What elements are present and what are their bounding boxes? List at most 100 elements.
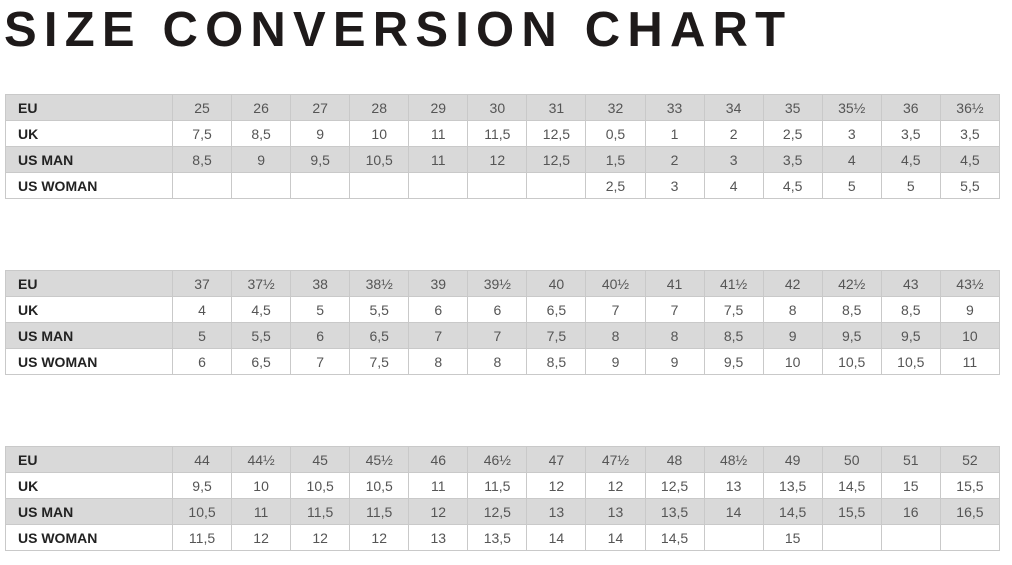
size-cell: 12 [526,472,587,499]
size-cell: 10 [349,120,410,147]
size-cell: 12,5 [644,472,705,499]
size-cell: 4 [821,146,882,173]
size-cell: 13 [408,524,469,551]
size-cell: 47 [526,446,587,473]
table-row-eu: EU 44 44½ 45 45½ 46 46½ 47 47½ 48 48½ 49 50 51 52 [5,446,1001,473]
size-cell: 46 [408,446,469,473]
size-cell: 7,5 [703,296,764,323]
size-cell: 3,5 [939,120,1001,147]
row-label: US WOMAN [5,524,173,551]
size-cell: 27 [290,94,351,121]
size-cell: 37½ [231,270,292,297]
size-cell: 10,5 [349,146,410,173]
size-cell: 50 [821,446,882,473]
size-cell: 3 [703,146,764,173]
size-cell: 11 [408,472,469,499]
size-cell: 38 [290,270,351,297]
size-cell: 44½ [231,446,292,473]
size-cell: 12,5 [467,498,528,525]
size-cell: 7,5 [171,120,233,147]
row-label: US WOMAN [5,348,173,375]
table-row-eu: EU 37 37½ 38 38½ 39 39½ 40 40½ 41 41½ 42 42½ 43 43½ [5,270,1001,297]
size-cell: 36 [880,94,941,121]
table-row-eu: EU 25 26 27 28 29 30 31 32 33 34 35 35½ 36 36½ [5,94,1001,121]
row-label: UK [5,120,173,147]
size-cell: 34 [703,94,764,121]
size-cell: 11,5 [349,498,410,525]
size-cell [408,172,469,199]
size-cell: 39 [408,270,469,297]
table-row-us-woman: US WOMAN 11,5 12 12 12 13 13,5 14 14 14,5 15 [5,524,1001,551]
size-cell: 45½ [349,446,410,473]
size-cell: 13 [526,498,587,525]
size-cell: 13 [703,472,764,499]
size-cell: 8,5 [171,146,233,173]
size-cell: 8,5 [526,348,587,375]
page-title: SIZE CONVERSION CHART [4,3,793,57]
size-cell: 52 [939,446,1001,473]
size-cell: 9,5 [290,146,351,173]
size-cell: 41 [644,270,705,297]
size-cell: 4,5 [231,296,292,323]
size-cell: 11 [939,348,1001,375]
size-cell: 35½ [821,94,882,121]
size-cell: 12 [585,472,646,499]
size-cell: 7 [644,296,705,323]
row-label: UK [5,296,173,323]
size-cell [526,172,587,199]
size-cell: 8 [467,348,528,375]
size-cell: 2 [644,146,705,173]
size-cell: 7 [585,296,646,323]
size-cell: 9,5 [171,472,233,499]
size-cell: 43 [880,270,941,297]
size-cell: 42½ [821,270,882,297]
size-cell: 9 [762,322,823,349]
size-cell: 3,5 [880,120,941,147]
size-cell: 11,5 [467,472,528,499]
size-table-3: EU 44 44½ 45 45½ 46 46½ 47 47½ 48 48½ 49 50 51 52 UK 9,5… [5,446,1001,551]
size-cell: 6,5 [231,348,292,375]
size-cell: 13,5 [467,524,528,551]
size-cell: 8,5 [821,296,882,323]
size-cell: 7 [467,322,528,349]
size-cell: 39½ [467,270,528,297]
size-cell: 4,5 [939,146,1001,173]
size-cell: 15,5 [939,472,1001,499]
size-cell: 4 [703,172,764,199]
size-cell: 1 [644,120,705,147]
size-cell: 14,5 [644,524,705,551]
size-cell [290,172,351,199]
size-cell: 14 [703,498,764,525]
size-cell: 9,5 [821,322,882,349]
size-cell: 41½ [703,270,764,297]
row-label: UK [5,472,173,499]
size-cell: 12 [349,524,410,551]
size-cell: 37 [171,270,233,297]
size-table-2: EU 37 37½ 38 38½ 39 39½ 40 40½ 41 41½ 42 42½ 43 43½ UK 4… [5,270,1001,375]
size-cell: 12 [231,524,292,551]
size-cell: 9 [290,120,351,147]
size-cell: 15 [880,472,941,499]
size-cell: 5,5 [349,296,410,323]
row-label: EU [5,446,173,473]
size-cell: 11 [231,498,292,525]
table-row-us-man: US MAN 5 5,5 6 6,5 7 7 7,5 8 8 8,5 9 9,5 9,5 10 [5,322,1001,349]
size-cell [231,172,292,199]
size-cell: 10 [762,348,823,375]
size-cell: 0,5 [585,120,646,147]
size-cell: 6 [171,348,233,375]
size-cell: 13,5 [762,472,823,499]
size-cell: 42 [762,270,823,297]
size-cell: 8,5 [703,322,764,349]
size-cell: 10,5 [349,472,410,499]
size-cell: 13,5 [644,498,705,525]
size-cell [467,172,528,199]
size-cell: 9 [231,146,292,173]
row-label: EU [5,270,173,297]
size-cell: 10,5 [821,348,882,375]
size-cell: 5,5 [939,172,1001,199]
size-cell: 11,5 [290,498,351,525]
size-cell: 12,5 [526,146,587,173]
size-cell: 15,5 [821,498,882,525]
size-cell: 3,5 [762,146,823,173]
